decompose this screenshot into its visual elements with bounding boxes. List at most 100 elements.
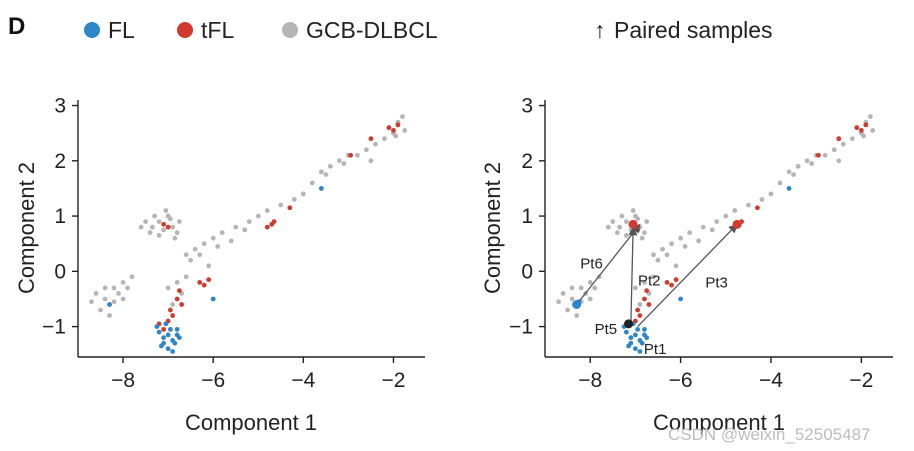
data-point [639, 340, 645, 346]
y-axis-title: Component 2 [480, 162, 505, 294]
data-point [233, 224, 239, 230]
data-point [373, 141, 378, 147]
data-point [759, 197, 765, 202]
data-point [291, 197, 297, 202]
paired-label: Pt3 [705, 274, 728, 291]
data-point [393, 133, 399, 139]
data-point [836, 158, 842, 164]
data-point [614, 230, 620, 236]
data-point [395, 122, 401, 128]
paired-point [572, 299, 582, 309]
legend-gcb-marker [282, 22, 298, 38]
data-point [639, 235, 645, 241]
data-point [210, 235, 216, 241]
data-point [619, 213, 625, 219]
data-point [111, 285, 117, 291]
data-point [197, 279, 203, 285]
data-point [556, 299, 561, 305]
data-point [386, 125, 392, 131]
y-tick-label: 3 [521, 95, 533, 118]
data-point [628, 340, 634, 346]
data-point [574, 313, 580, 318]
data-point [587, 296, 593, 302]
data-point [206, 277, 212, 283]
data-point [271, 219, 277, 224]
data-point [664, 252, 670, 258]
data-point [228, 238, 234, 244]
data-point [632, 285, 638, 291]
legend-paired-label: Paired samples [614, 17, 773, 43]
data-point [93, 291, 99, 296]
data-point [791, 172, 796, 178]
data-point [400, 114, 405, 119]
data-point [655, 257, 661, 263]
data-point [163, 208, 169, 213]
data-point [192, 246, 198, 252]
legend: FL tFL GCB-DLBCL ↑ Paired samples [84, 17, 773, 43]
data-point [174, 296, 180, 302]
data-point [755, 205, 760, 211]
data-point [348, 152, 354, 158]
data-point [849, 136, 855, 142]
data-point [669, 282, 674, 288]
data-point [644, 219, 650, 224]
data-point [714, 219, 720, 224]
data-point [300, 191, 306, 197]
data-point [206, 263, 212, 269]
data-point [836, 136, 842, 142]
x-tick-label: −4 [291, 369, 315, 392]
series-gcb-dlbcl [89, 114, 408, 318]
data-point [646, 302, 652, 307]
data-point [170, 224, 176, 230]
data-point [678, 235, 683, 241]
y-tick-label: −1 [509, 316, 533, 339]
y-tick-label: 1 [54, 205, 66, 228]
data-point [278, 202, 284, 208]
data-point [163, 321, 169, 327]
data-point [651, 274, 656, 280]
data-point [651, 252, 656, 258]
data-point [156, 219, 162, 224]
y-tick-label: 3 [54, 95, 66, 118]
data-point [777, 180, 783, 186]
x-axis-title: Component 1 [653, 410, 785, 435]
data-point [696, 238, 702, 244]
x-tick-label: −6 [201, 369, 225, 392]
data-point [816, 152, 821, 158]
data-point [197, 252, 203, 258]
data-point [336, 158, 342, 164]
x-axis-title: Component 1 [185, 410, 317, 435]
data-point [102, 285, 108, 291]
data-point [745, 202, 751, 208]
paired-label: Pt6 [580, 255, 603, 272]
data-point [154, 324, 160, 330]
data-point [700, 224, 706, 230]
legend-fl-label: FL [108, 17, 135, 43]
data-point [161, 221, 167, 227]
data-point [120, 279, 126, 285]
data-point [246, 219, 252, 224]
data-point [107, 302, 112, 307]
data-point [167, 326, 173, 332]
data-point [318, 169, 324, 175]
data-point [89, 299, 94, 305]
data-point [623, 329, 629, 335]
data-point [111, 299, 117, 305]
y-tick-label: −1 [42, 316, 66, 339]
data-point [669, 241, 674, 247]
x-tick-label: −4 [759, 369, 783, 392]
data-point [161, 326, 167, 332]
data-point [309, 180, 315, 186]
data-point [831, 147, 837, 153]
data-point [664, 279, 670, 285]
data-point [635, 326, 641, 332]
data-point [264, 224, 270, 230]
legend-fl-marker [84, 22, 100, 38]
data-point [125, 285, 130, 291]
data-point [327, 163, 333, 169]
panel-letter: D [8, 13, 25, 40]
data-point [858, 127, 864, 133]
data-point [188, 257, 194, 263]
data-point [391, 127, 396, 133]
data-point [623, 233, 629, 238]
